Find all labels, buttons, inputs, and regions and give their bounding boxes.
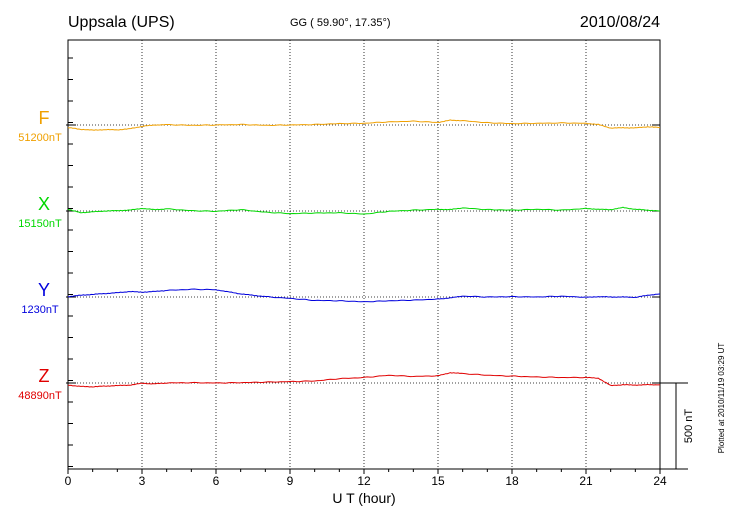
baseline-label-z: 48890nT	[18, 390, 62, 402]
grid-lines	[141, 40, 587, 469]
trace-z	[67, 372, 661, 388]
trace-y	[67, 288, 661, 303]
x-tick-label-0: 0	[65, 474, 72, 488]
station-coordinates: GG ( 59.90°, 17.35°)	[290, 17, 391, 29]
series-z: Z 48890nT	[18, 366, 661, 402]
x-tick-label-18: 18	[505, 474, 519, 488]
series-group: F 51200nT X 15150nT Y 1230nT Z 48890nT	[18, 108, 661, 402]
x-tick-label-21: 21	[579, 474, 593, 488]
x-axis-label: U T (hour)	[332, 490, 395, 506]
x-tick-label-6: 6	[213, 474, 220, 488]
x-axis: 0 3 6 9 12 15 18 21 24	[65, 57, 667, 488]
x-tick-label-24: 24	[653, 474, 667, 488]
baseline-label-y: 1230nT	[21, 304, 59, 316]
x-tick-label-9: 9	[287, 474, 294, 488]
station-title: Uppsala (UPS)	[68, 14, 175, 31]
series-name-z: Z	[39, 366, 50, 386]
baseline-label-f: 51200nT	[18, 132, 62, 144]
x-tick-label-15: 15	[431, 474, 445, 488]
series-name-x: X	[38, 194, 50, 214]
trace-x	[67, 206, 661, 215]
series-f: F 51200nT	[18, 108, 661, 144]
plot-frame	[67, 39, 661, 470]
series-x: X 15150nT	[18, 194, 661, 230]
baseline-label-x: 15150nT	[18, 218, 62, 230]
series-y: Y 1230nT	[21, 280, 661, 316]
series-name-f: F	[39, 108, 50, 128]
scale-bar: 500 nT	[660, 382, 695, 470]
scale-bar-label: 500 nT	[683, 409, 695, 444]
date-label: 2010/08/24	[580, 14, 660, 31]
x-tick-label-3: 3	[139, 474, 146, 488]
x-tick-label-12: 12	[357, 474, 371, 488]
plotted-timestamp: Plotted at 2010/11/19 03:29 UT	[717, 343, 726, 454]
trace-f	[67, 119, 661, 131]
series-name-y: Y	[38, 280, 50, 300]
